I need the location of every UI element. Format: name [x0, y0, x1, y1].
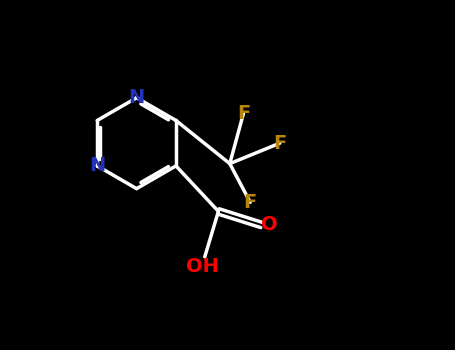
Text: N: N — [89, 156, 106, 175]
Text: F: F — [273, 134, 286, 153]
Text: F: F — [237, 104, 250, 123]
Text: F: F — [243, 193, 257, 212]
Text: OH: OH — [186, 257, 219, 276]
Text: O: O — [262, 216, 278, 234]
Text: N: N — [128, 88, 145, 107]
